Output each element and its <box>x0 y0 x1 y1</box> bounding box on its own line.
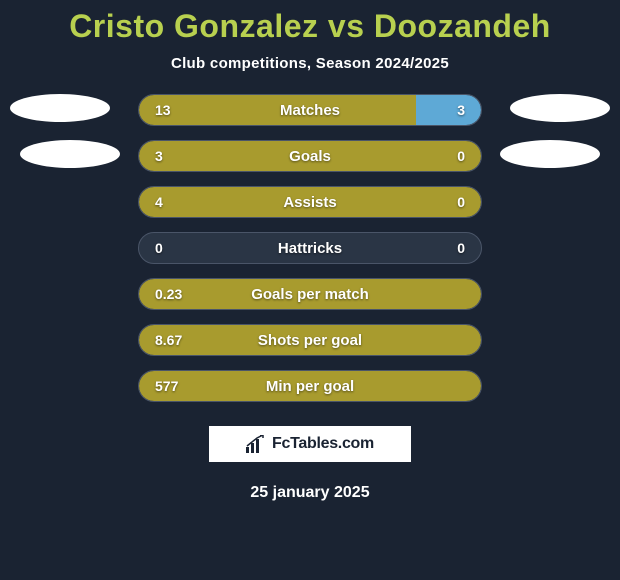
stat-left-value: 0 <box>155 240 163 256</box>
page-title: Cristo Gonzalez vs Doozandeh <box>69 8 551 45</box>
bar-content: 8.67 Shots per goal <box>139 325 481 355</box>
stat-bar: 0 Hattricks 0 <box>138 232 482 264</box>
bar-content: 3 Goals 0 <box>139 141 481 171</box>
date-label: 25 january 2025 <box>250 484 369 502</box>
stat-row: 8.67 Shots per goal <box>0 324 620 356</box>
stat-row: 0.23 Goals per match <box>0 278 620 310</box>
stat-row: 13 Matches 3 <box>0 94 620 126</box>
stat-left-value: 8.67 <box>155 332 182 348</box>
stat-row: 577 Min per goal <box>0 370 620 402</box>
stat-right-value: 3 <box>457 102 465 118</box>
stat-bar: 8.67 Shots per goal <box>138 324 482 356</box>
comparison-card: Cristo Gonzalez vs Doozandeh Club compet… <box>0 0 620 580</box>
stat-left-value: 3 <box>155 148 163 164</box>
bar-content: 0.23 Goals per match <box>139 279 481 309</box>
stat-label: Min per goal <box>266 378 354 395</box>
stat-bar: 0.23 Goals per match <box>138 278 482 310</box>
stat-label: Matches <box>280 102 340 119</box>
stat-label: Shots per goal <box>258 332 362 349</box>
stat-bar: 4 Assists 0 <box>138 186 482 218</box>
stat-row: 4 Assists 0 <box>0 186 620 218</box>
fctables-label: FcTables.com <box>272 435 374 453</box>
stat-row: 3 Goals 0 <box>0 140 620 172</box>
stat-bars: 13 Matches 3 3 Goals 0 4 Assists 0 0 Hattricks 0 0.2… <box>0 94 620 402</box>
stat-label: Assists <box>283 194 336 211</box>
stat-left-value: 0.23 <box>155 286 182 302</box>
stat-left-value: 4 <box>155 194 163 210</box>
fctables-badge[interactable]: FcTables.com <box>207 424 413 464</box>
subtitle: Club competitions, Season 2024/2025 <box>171 55 449 72</box>
stat-bar: 3 Goals 0 <box>138 140 482 172</box>
stat-left-value: 13 <box>155 102 171 118</box>
stat-label: Goals per match <box>251 286 369 303</box>
stat-bar: 13 Matches 3 <box>138 94 482 126</box>
bar-content: 4 Assists 0 <box>139 187 481 217</box>
stat-bar: 577 Min per goal <box>138 370 482 402</box>
stat-right-value: 0 <box>457 240 465 256</box>
chart-icon <box>246 435 266 453</box>
stat-left-value: 577 <box>155 378 178 394</box>
stat-label: Hattricks <box>278 240 342 257</box>
bar-content: 13 Matches 3 <box>139 95 481 125</box>
stat-right-value: 0 <box>457 148 465 164</box>
stat-right-value: 0 <box>457 194 465 210</box>
stat-row: 0 Hattricks 0 <box>0 232 620 264</box>
stat-label: Goals <box>289 148 331 165</box>
bar-content: 0 Hattricks 0 <box>139 233 481 263</box>
bar-content: 577 Min per goal <box>139 371 481 401</box>
